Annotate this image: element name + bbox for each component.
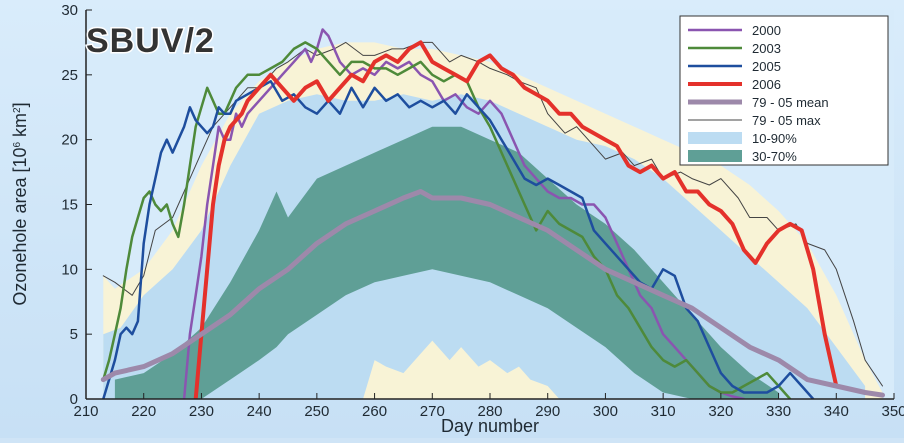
legend-label-2006: 2006 — [752, 77, 781, 92]
x-tick-label: 310 — [651, 403, 676, 420]
x-tick-label: 230 — [189, 403, 214, 420]
legend-label-2000: 2000 — [752, 23, 781, 38]
y-tick-label: 0 — [70, 391, 78, 408]
x-axis-ticks: 210 220 230 240 250 260 270 280 290 300 310 320 330 3… — [73, 393, 904, 420]
y-axis-title: Ozonehole area [106 km2] — [10, 102, 30, 305]
legend-swatch-30-70 — [688, 150, 742, 162]
x-tick-label: 210 — [73, 403, 98, 420]
x-tick-label: 270 — [420, 403, 445, 420]
y-tick-label: 15 — [61, 197, 78, 214]
x-tick-label: 320 — [708, 403, 733, 420]
legend-label-10-90: 10-90% — [752, 131, 797, 146]
x-tick-label: 340 — [824, 403, 849, 420]
y-axis-title-sup: 6 — [12, 142, 23, 148]
y-tick-label: 10 — [61, 261, 78, 278]
chart-title: SBUV/2 — [86, 22, 215, 60]
y-tick-label: 25 — [61, 67, 78, 84]
y-axis-title-sup2: 2 — [12, 107, 23, 113]
x-tick-label: 350 — [881, 403, 904, 420]
data-series — [100, 28, 885, 399]
legend-swatch-10-90 — [688, 132, 742, 144]
y-axis-title-close: ] — [10, 102, 30, 107]
x-tick-label: 240 — [247, 403, 272, 420]
series-line-2005 — [102, 80, 815, 399]
series-line-79-05-max — [102, 41, 883, 387]
x-tick-label: 290 — [535, 403, 560, 420]
y-tick-label: 20 — [61, 132, 78, 149]
legend-label-30-70: 30-70% — [752, 149, 797, 164]
legend-label-2005: 2005 — [752, 59, 781, 74]
x-tick-label: 330 — [766, 403, 791, 420]
x-axis-title: Day number — [441, 416, 539, 436]
series-line-2003 — [102, 41, 792, 399]
band-min — [363, 340, 560, 399]
series-line-79-05-mean — [100, 189, 885, 398]
x-tick-label: 300 — [593, 403, 618, 420]
y-tick-label: 30 — [61, 2, 78, 19]
y-axis-title-main: Ozonehole area [10 — [10, 148, 30, 306]
legend-label-79-05-max: 79 - 05 max — [752, 113, 821, 128]
band-30-70 — [114, 126, 779, 399]
legend-label-2003: 2003 — [752, 41, 781, 56]
x-tick-label: 260 — [362, 403, 387, 420]
x-tick-label: 250 — [304, 403, 329, 420]
series-line-2006 — [193, 40, 839, 399]
legend-label-79-05-mean: 79 - 05 mean — [752, 95, 829, 110]
x-tick-label: 220 — [131, 403, 156, 420]
legend: 2000 2003 2005 2006 79 - 05 mean 79 - 05 max 1… — [679, 15, 889, 166]
x-tick-label: 280 — [477, 403, 502, 420]
y-axis-title-unit: km — [10, 113, 30, 142]
y-axis-ticks: 0 5 10 15 20 25 30 — [61, 2, 92, 408]
y-tick-label: 5 — [70, 326, 78, 343]
